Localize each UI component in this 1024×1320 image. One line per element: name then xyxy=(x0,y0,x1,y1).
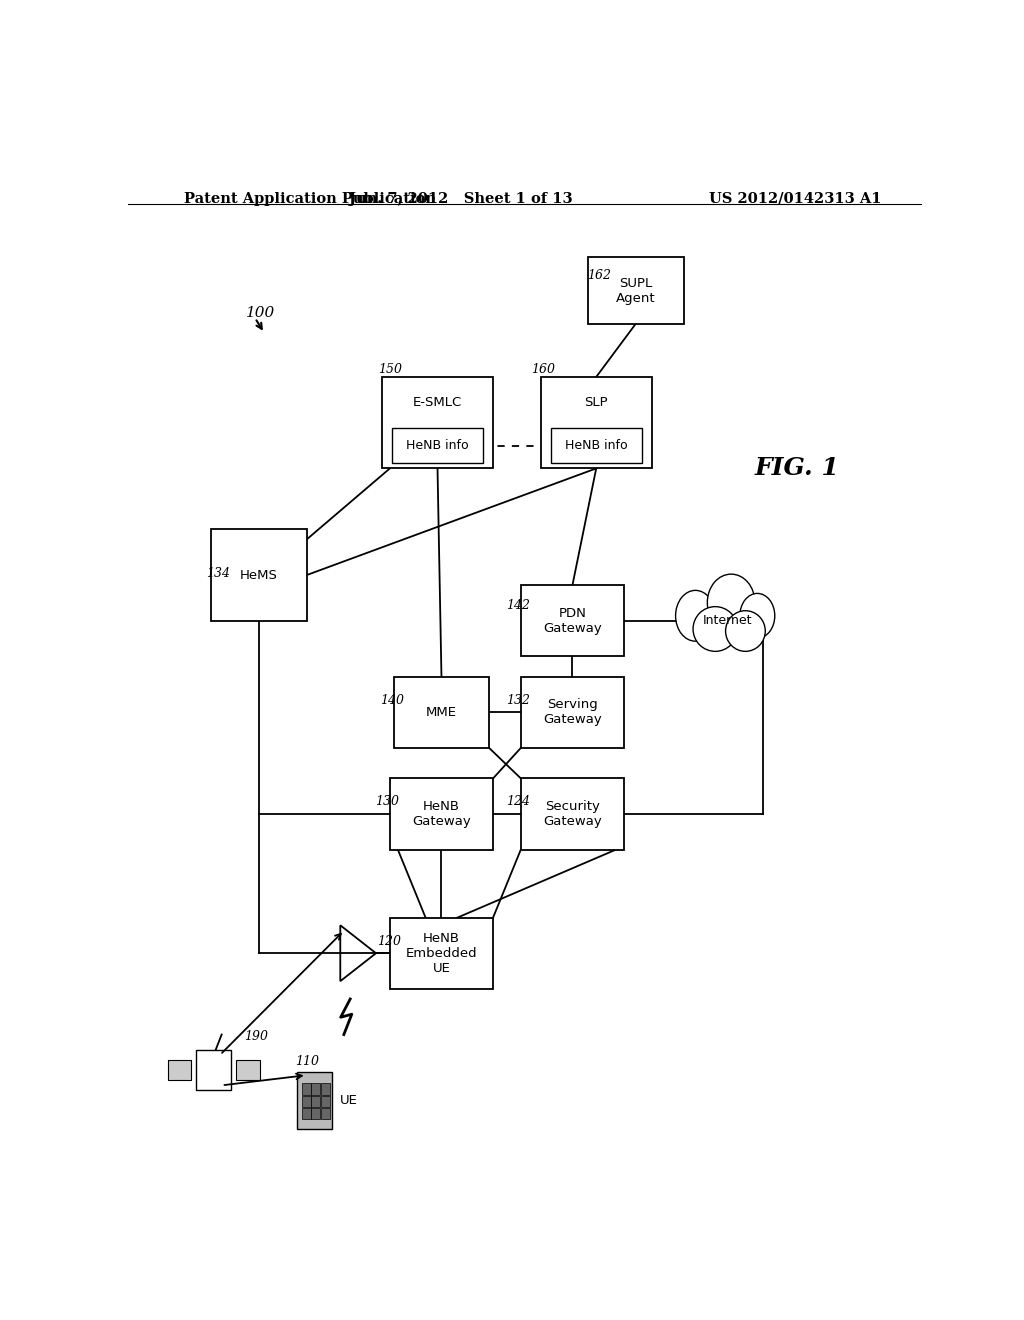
FancyBboxPatch shape xyxy=(302,1096,310,1106)
Text: 110: 110 xyxy=(295,1056,318,1068)
FancyBboxPatch shape xyxy=(197,1049,231,1090)
Text: FIG. 1: FIG. 1 xyxy=(755,457,840,480)
Text: US 2012/0142313 A1: US 2012/0142313 A1 xyxy=(710,191,882,206)
Ellipse shape xyxy=(740,594,775,638)
Text: Jun. 7, 2012   Sheet 1 of 13: Jun. 7, 2012 Sheet 1 of 13 xyxy=(349,191,573,206)
Text: Patent Application Publication: Patent Application Publication xyxy=(183,191,435,206)
FancyBboxPatch shape xyxy=(390,917,494,989)
FancyBboxPatch shape xyxy=(321,1084,330,1094)
Text: Serving
Gateway: Serving Gateway xyxy=(543,698,602,726)
FancyBboxPatch shape xyxy=(311,1084,321,1094)
FancyBboxPatch shape xyxy=(551,428,642,463)
Ellipse shape xyxy=(693,607,737,651)
FancyBboxPatch shape xyxy=(211,529,306,620)
Text: SUPL
Agent: SUPL Agent xyxy=(616,276,655,305)
FancyBboxPatch shape xyxy=(311,1096,321,1106)
Ellipse shape xyxy=(708,574,755,631)
Text: E-SMLC: E-SMLC xyxy=(413,396,462,409)
FancyBboxPatch shape xyxy=(321,1107,330,1119)
FancyBboxPatch shape xyxy=(521,585,624,656)
Text: 160: 160 xyxy=(531,363,555,376)
FancyBboxPatch shape xyxy=(302,1107,310,1119)
Text: HeMS: HeMS xyxy=(240,569,278,582)
FancyBboxPatch shape xyxy=(390,779,494,850)
Text: MME: MME xyxy=(426,706,457,719)
Text: 140: 140 xyxy=(380,693,404,706)
Text: HeNB info: HeNB info xyxy=(565,440,628,451)
Ellipse shape xyxy=(726,611,765,651)
Text: Internet: Internet xyxy=(702,614,752,627)
FancyBboxPatch shape xyxy=(302,1084,310,1094)
FancyBboxPatch shape xyxy=(382,378,494,469)
Text: HeNB
Gateway: HeNB Gateway xyxy=(412,800,471,828)
FancyBboxPatch shape xyxy=(521,677,624,748)
FancyBboxPatch shape xyxy=(588,257,684,323)
Text: PDN
Gateway: PDN Gateway xyxy=(543,607,602,635)
Text: 190: 190 xyxy=(244,1030,268,1043)
Text: HeNB info: HeNB info xyxy=(407,440,469,451)
FancyBboxPatch shape xyxy=(236,1060,260,1080)
Text: 120: 120 xyxy=(377,935,401,948)
FancyBboxPatch shape xyxy=(394,677,489,748)
Text: Security
Gateway: Security Gateway xyxy=(543,800,602,828)
Text: HeNB
Embedded
UE: HeNB Embedded UE xyxy=(406,932,477,974)
Text: 134: 134 xyxy=(206,566,229,579)
FancyBboxPatch shape xyxy=(541,378,652,469)
Text: 124: 124 xyxy=(506,795,529,808)
FancyBboxPatch shape xyxy=(521,779,624,850)
FancyBboxPatch shape xyxy=(321,1096,330,1106)
FancyBboxPatch shape xyxy=(311,1107,321,1119)
Text: 142: 142 xyxy=(506,599,529,612)
Text: UE: UE xyxy=(340,1094,357,1107)
FancyBboxPatch shape xyxy=(392,428,483,463)
Text: 162: 162 xyxy=(587,269,610,281)
Text: SLP: SLP xyxy=(585,396,608,409)
Text: 100: 100 xyxy=(246,306,274,319)
Text: 150: 150 xyxy=(378,363,402,376)
Text: 132: 132 xyxy=(506,693,529,706)
FancyBboxPatch shape xyxy=(168,1060,191,1080)
FancyBboxPatch shape xyxy=(297,1072,332,1129)
Ellipse shape xyxy=(676,590,715,642)
Text: 130: 130 xyxy=(376,795,399,808)
